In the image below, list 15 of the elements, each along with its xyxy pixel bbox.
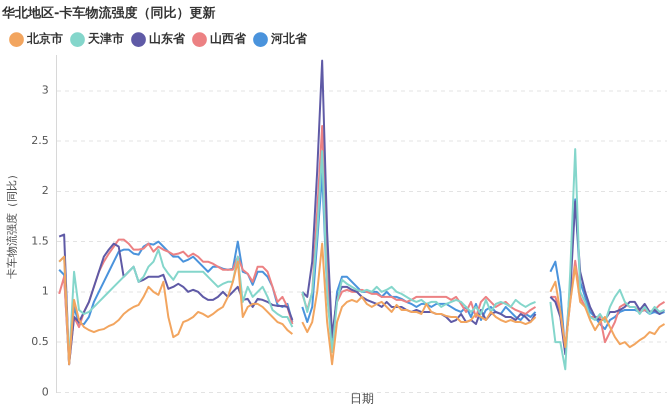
y-tick-label: 0.5 bbox=[31, 334, 49, 348]
y-tick-label: 0 bbox=[42, 385, 49, 398]
legend-label: 山东省 bbox=[149, 32, 186, 46]
y-tick-label: 2 bbox=[42, 184, 49, 198]
legend-label: 山西省 bbox=[210, 32, 247, 46]
legend-label: 天津市 bbox=[87, 32, 124, 46]
x-axis-title: 日期 bbox=[350, 392, 374, 406]
y-tick-label: 2.5 bbox=[31, 134, 49, 147]
legend-label: 河北省 bbox=[270, 32, 308, 46]
chart-title: 华北地区-卡车物流强度（同比）更新 bbox=[1, 5, 216, 22]
y-axis-title: 卡车物流强度（同比） bbox=[5, 169, 18, 279]
y-tick-label: 1.5 bbox=[31, 234, 49, 248]
legend-label: 北京市 bbox=[26, 32, 63, 46]
y-tick-label: 1 bbox=[42, 284, 49, 298]
y-tick-label: 3 bbox=[42, 84, 49, 97]
